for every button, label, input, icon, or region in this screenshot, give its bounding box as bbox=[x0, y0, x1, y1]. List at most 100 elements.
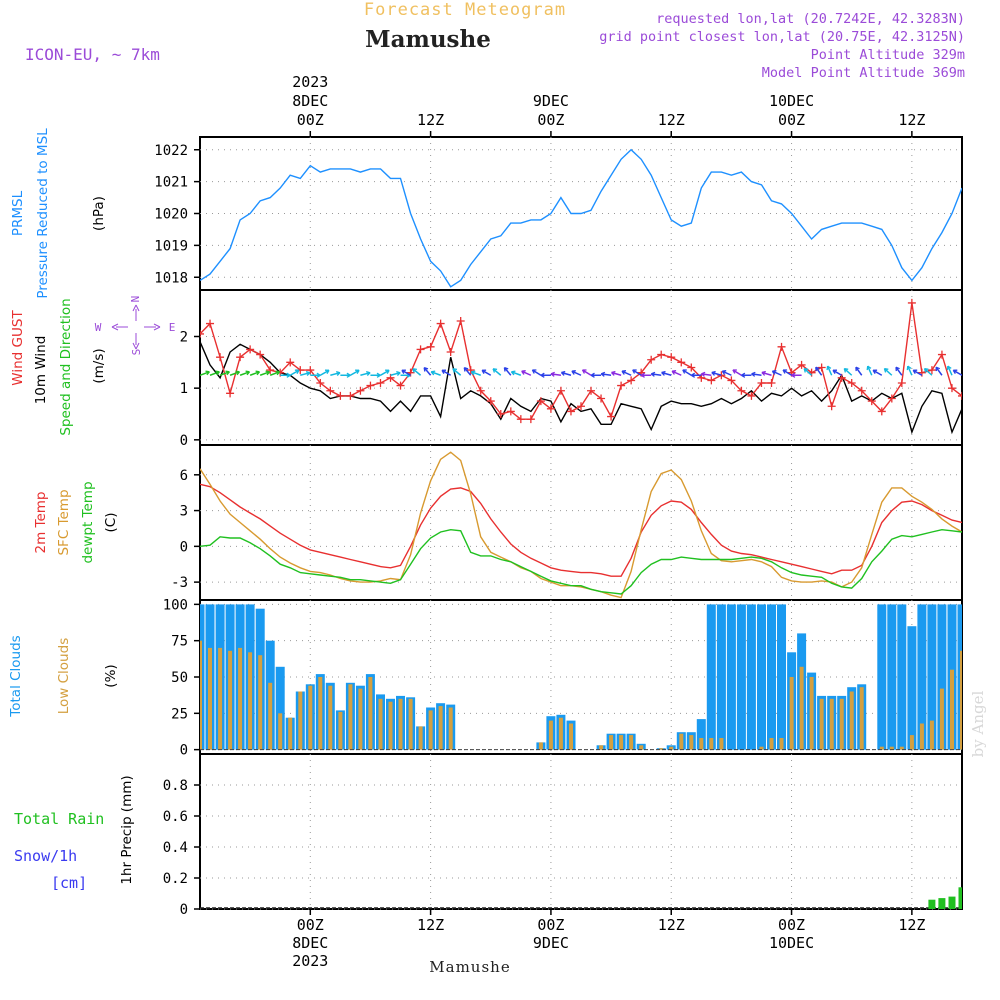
temperature-unit: (C) bbox=[103, 513, 119, 533]
low-cloud-bar bbox=[719, 738, 724, 750]
wind-direction-arrow bbox=[952, 369, 962, 376]
wind-direction-arrow bbox=[711, 371, 722, 376]
wind-direction-arrow bbox=[782, 369, 792, 376]
wind-direction-arrow bbox=[671, 370, 682, 376]
low-cloud-bar bbox=[418, 726, 423, 750]
wind-direction-arrow bbox=[471, 371, 481, 376]
low-cloud-bar bbox=[960, 650, 962, 750]
credit-label: by Angel bbox=[969, 690, 987, 757]
temperature-ytick-label: 6 bbox=[180, 468, 188, 484]
pressure-ytick-label: 1021 bbox=[154, 175, 188, 191]
low-cloud-bar bbox=[909, 735, 914, 750]
bottom-time-label: 2023 bbox=[292, 952, 328, 970]
low-cloud-bar bbox=[619, 735, 624, 750]
wind-direction-arrow bbox=[463, 367, 472, 376]
dewpoint-line bbox=[200, 528, 962, 595]
wind-direction-arrow bbox=[582, 369, 592, 376]
wind-labels: Wind GUST 10m Wind Speed and Direction (m/s… bbox=[10, 298, 107, 435]
wind-direction-arrowhead bbox=[923, 367, 929, 373]
bottom-time-label: 9DEC bbox=[533, 934, 569, 952]
gust-marker bbox=[647, 355, 656, 364]
wind-direction-arrowhead bbox=[872, 369, 878, 375]
gust-marker bbox=[597, 394, 606, 403]
gust-marker bbox=[857, 386, 866, 395]
total-cloud-bar bbox=[200, 604, 205, 750]
wind-direction-arrow bbox=[815, 366, 823, 376]
rain-bar bbox=[928, 899, 936, 909]
low-cloud-bar bbox=[950, 669, 954, 750]
top-time-label: 12Z bbox=[658, 111, 685, 129]
wind-direction-arrowhead bbox=[803, 367, 809, 373]
pressure-ytick-label: 1018 bbox=[154, 270, 188, 286]
wind-direction-arrowhead bbox=[215, 370, 220, 376]
wind-direction-arrowhead bbox=[732, 369, 737, 374]
wind-direction-arrowhead bbox=[492, 368, 498, 373]
low-cloud-bar bbox=[348, 684, 353, 750]
wind-direction-arrowhead bbox=[305, 370, 311, 376]
wind-direction-arrowhead bbox=[895, 366, 900, 372]
gust-marker bbox=[627, 376, 636, 385]
compass-south: S bbox=[130, 349, 143, 356]
low-cloud-bar bbox=[308, 685, 313, 750]
wind-speed-line bbox=[200, 341, 962, 435]
gust-marker bbox=[887, 394, 896, 403]
wind-direction-arrow bbox=[390, 371, 401, 376]
gust-marker bbox=[817, 363, 826, 372]
gust-marker bbox=[577, 402, 585, 411]
wind-direction-arrowhead bbox=[855, 366, 860, 372]
gust-marker bbox=[757, 379, 766, 387]
wind-direction-arrow bbox=[832, 369, 843, 376]
gust-marker bbox=[897, 379, 906, 387]
wind-direction-arrow bbox=[682, 369, 692, 376]
wind-direction-arrow bbox=[269, 371, 280, 376]
wind-direction-arrow bbox=[521, 370, 532, 376]
gust-marker bbox=[937, 350, 946, 359]
total-cloud-bar bbox=[777, 604, 786, 750]
top-time-label: 8DEC bbox=[292, 92, 328, 110]
low-cloud-bar bbox=[849, 691, 854, 750]
requested-coords: requested lon,lat (20.7242E, 42.3283N) bbox=[656, 11, 965, 27]
wind-direction-arrowhead bbox=[906, 365, 912, 371]
gust-marker bbox=[777, 342, 786, 351]
low-cloud-bar bbox=[218, 647, 223, 750]
gust-marker bbox=[737, 386, 746, 395]
low-cloud-bar bbox=[318, 677, 323, 750]
wind-direction-arrow bbox=[621, 370, 632, 376]
low-cloud-bar bbox=[699, 738, 704, 750]
low-cloud-bar bbox=[919, 723, 924, 750]
wind-direction-arrowhead bbox=[761, 370, 766, 376]
low-cloud-bar bbox=[789, 677, 794, 750]
wind-direction-arrowhead bbox=[430, 370, 436, 376]
header: Forecast Meteogram Mamushe ICON-EU, ~ 7k… bbox=[25, 0, 987, 976]
total-cloud-bar bbox=[706, 604, 716, 750]
wind-gust-line bbox=[200, 302, 962, 420]
total-cloud-bar bbox=[746, 604, 756, 750]
gust-marker bbox=[566, 407, 575, 416]
wind-direction-arrow bbox=[883, 368, 893, 376]
clouds-ytick-label: 75 bbox=[171, 634, 188, 650]
low-cloud-bar bbox=[408, 698, 413, 750]
low-cloud-bar bbox=[548, 720, 553, 750]
low-cloud-bar bbox=[428, 710, 433, 750]
precipitation-ytick-label: 0.4 bbox=[163, 840, 188, 856]
precipitation-plot bbox=[200, 887, 962, 909]
pressure-label-short: PRMSL bbox=[10, 190, 26, 236]
pressure-line bbox=[200, 148, 962, 288]
low-cloud-bar bbox=[709, 738, 714, 750]
total-cloud-bar bbox=[897, 604, 907, 750]
wind-direction-arrowhead bbox=[866, 365, 872, 371]
wind-direction-arrowhead bbox=[294, 369, 300, 375]
gust-marker bbox=[236, 353, 245, 362]
low-cloud-bar bbox=[258, 655, 263, 750]
wind-direction-arrowhead bbox=[396, 370, 401, 376]
low-cloud-bar bbox=[388, 701, 393, 750]
compass-east: E bbox=[169, 321, 176, 334]
wind-frame bbox=[199, 289, 963, 446]
low-cloud-bar bbox=[829, 698, 834, 750]
wind-direction-arrowhead bbox=[946, 365, 952, 371]
gust-marker bbox=[426, 342, 435, 351]
low-cloud-bar bbox=[378, 698, 383, 750]
total-cloud-bar bbox=[767, 604, 776, 750]
gust-marker bbox=[947, 384, 956, 393]
